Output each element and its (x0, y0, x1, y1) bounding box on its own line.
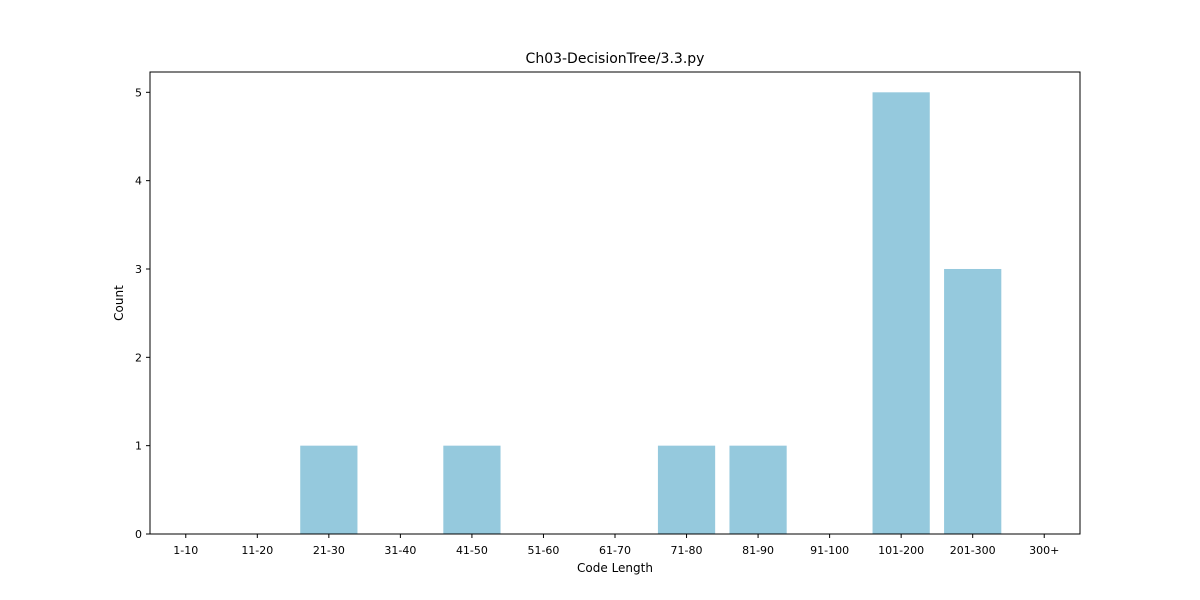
bar-21-30 (300, 445, 358, 534)
x-tick-label: 71-80 (671, 544, 703, 557)
bar-81-90 (729, 445, 787, 534)
x-tick-label: 91-100 (810, 544, 849, 557)
y-tick-label: 3 (135, 263, 142, 276)
bar-101-200 (872, 92, 930, 535)
x-tick-label: 81-90 (742, 544, 774, 557)
x-tick-label: 51-60 (527, 544, 559, 557)
y-tick-label: 5 (135, 86, 142, 99)
y-tick-label: 1 (135, 440, 142, 453)
x-tick-label: 101-200 (878, 544, 924, 557)
x-tick-label: 1-10 (173, 544, 198, 557)
y-axis-label: Count (112, 285, 126, 321)
y-axis-ticks: 0 1 2 3 4 5 (135, 86, 150, 541)
x-axis-ticks: 1-10 11-20 21-30 31-40 41-50 51-60 61-70 71-80 8… (173, 534, 1059, 557)
bars-layer (300, 92, 1002, 535)
x-tick-label: 201-300 (950, 544, 996, 557)
y-tick-label: 2 (135, 351, 142, 364)
x-tick-label: 31-40 (384, 544, 416, 557)
x-tick-label: 41-50 (456, 544, 488, 557)
chart-title: Ch03-DecisionTree/3.3.py (526, 51, 705, 67)
plot-area-frame (149, 71, 1081, 535)
x-axis-label: Code Length (577, 561, 653, 575)
x-tick-label: 11-20 (241, 544, 273, 557)
y-tick-label: 0 (135, 528, 142, 541)
bar-41-50 (443, 445, 501, 534)
bar-71-80 (657, 445, 716, 534)
x-tick-label: 61-70 (599, 544, 631, 557)
bar-201-300 (944, 268, 1002, 534)
x-tick-label: 300+ (1029, 544, 1059, 557)
x-tick-label: 21-30 (313, 544, 345, 557)
y-tick-label: 4 (135, 175, 142, 188)
